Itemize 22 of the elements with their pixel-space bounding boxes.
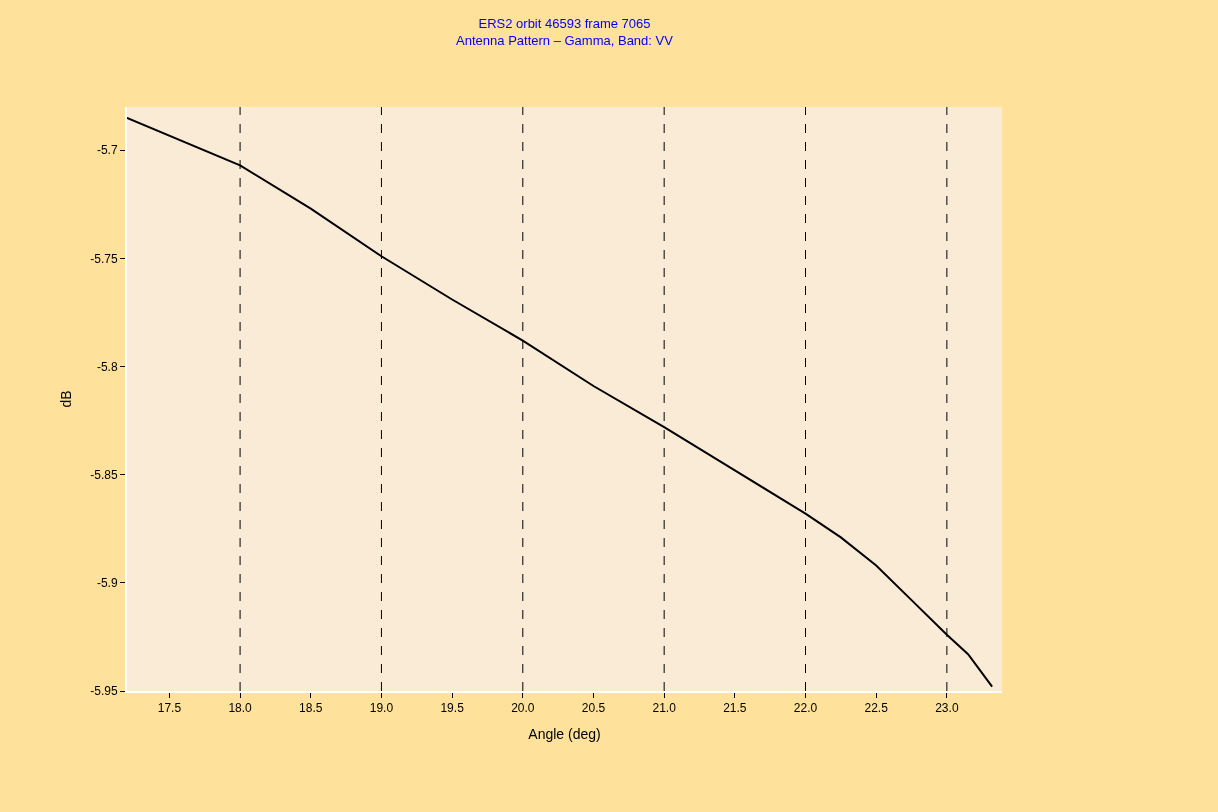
y-tick-label: -5.8 [96,359,118,374]
x-tick-label: 21.5 [723,701,747,716]
y-tick-label: -5.85 [90,467,118,482]
x-tick-label: 23.0 [935,701,959,716]
x-tick-label: 19.5 [440,701,465,716]
x-tick-label: 22.0 [793,701,818,716]
chart-subtitle: Antenna Pattern – Gamma, Band: VV [456,33,674,49]
x-tick-label: 18.5 [299,701,323,716]
y-axis-title: dB [58,390,75,408]
x-tick-label: 19.0 [369,701,394,716]
x-tick-label: 20.0 [511,701,535,716]
y-tick-label: -5.9 [96,576,118,591]
x-tick-label: 18.0 [228,701,253,716]
x-tick-label: 17.5 [157,701,182,716]
chart-title: ERS2 orbit 46593 frame 7065 [478,16,651,32]
y-tick-label: -5.75 [90,251,118,266]
y-tick-label: -5.95 [90,684,118,699]
x-tick-label: 21.0 [652,701,677,716]
x-tick-label: 22.5 [864,701,889,716]
x-axis-title: Angle (deg) [528,726,601,743]
x-tick-label: 20.5 [581,701,606,716]
y-tick-label: -5.7 [96,143,118,158]
